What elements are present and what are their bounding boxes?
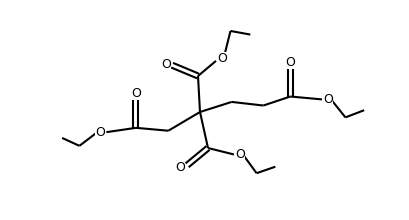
Text: O: O [130,87,141,100]
Text: O: O [216,52,227,65]
Text: O: O [95,126,105,139]
Text: O: O [285,56,294,69]
Text: O: O [322,93,332,106]
Text: O: O [234,148,244,161]
Text: O: O [175,161,184,174]
Text: O: O [161,58,171,71]
